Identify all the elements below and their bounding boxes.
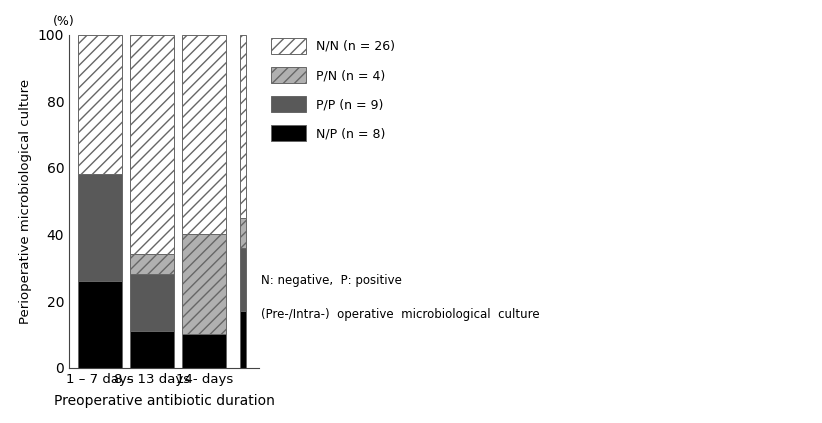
Bar — [182, 35, 227, 234]
Legend: N/N (n = 26), P/N (n = 4), P/P (n = 9), N/P (n = 8): N/N (n = 26), P/N (n = 4), P/P (n = 9), … — [267, 34, 399, 145]
Bar — [130, 275, 174, 331]
Bar — [240, 248, 247, 311]
Bar — [240, 35, 247, 218]
Bar — [78, 281, 122, 368]
X-axis label: Preoperative antibiotic duration: Preoperative antibiotic duration — [53, 394, 275, 408]
Bar — [240, 218, 247, 248]
Bar — [182, 234, 227, 335]
Bar — [240, 311, 247, 368]
Text: (%): (%) — [53, 15, 75, 28]
Bar — [130, 255, 174, 275]
Bar — [182, 335, 227, 368]
Bar — [130, 35, 174, 255]
Y-axis label: Perioperative microbiological culture: Perioperative microbiological culture — [20, 79, 32, 324]
Bar — [130, 331, 174, 368]
Bar — [78, 175, 122, 281]
Bar — [78, 35, 122, 175]
Text: N: negative,  P: positive: N: negative, P: positive — [261, 275, 402, 288]
Text: (Pre-/Intra-)  operative  microbiological  culture: (Pre-/Intra-) operative microbiological … — [261, 308, 539, 321]
